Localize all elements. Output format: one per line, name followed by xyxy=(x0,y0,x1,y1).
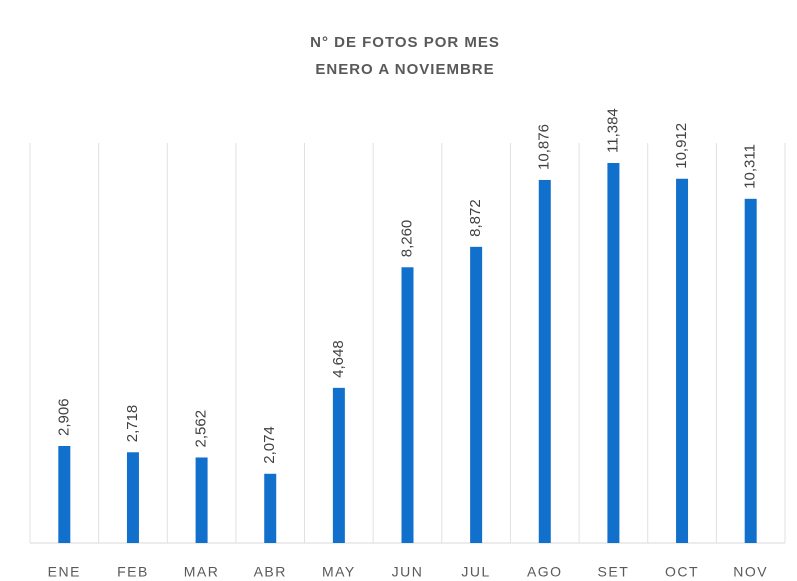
data-label: 11,384 xyxy=(604,108,621,153)
x-tick-label: AGO xyxy=(527,564,563,580)
data-label: 2,718 xyxy=(124,405,141,443)
bar xyxy=(607,163,620,543)
data-label: 10,912 xyxy=(673,123,690,169)
data-label: 2,562 xyxy=(193,410,210,448)
x-tick-label: MAR xyxy=(184,564,220,580)
data-label: 4,648 xyxy=(330,340,347,378)
data-label: 8,872 xyxy=(467,199,484,237)
chart-title: N° DE FOTOS POR MES xyxy=(310,34,500,51)
x-tick-label: ABR xyxy=(254,564,287,580)
bar xyxy=(264,473,277,543)
chart-subtitle: ENERO A NOVIEMBRE xyxy=(315,61,494,78)
x-tick-label: JUN xyxy=(392,564,424,580)
x-tick-label: NOV xyxy=(733,564,768,580)
x-tick-label: JUL xyxy=(461,564,490,580)
x-tick-label: OCT xyxy=(665,564,699,580)
bar xyxy=(744,198,757,543)
data-label: 2,906 xyxy=(55,398,72,436)
data-label: 2,074 xyxy=(261,426,278,464)
bar xyxy=(470,246,483,543)
bar xyxy=(332,387,345,543)
bar xyxy=(58,445,71,543)
data-label: 10,876 xyxy=(536,124,553,170)
x-tick-label: MAY xyxy=(322,564,356,580)
bar xyxy=(538,179,551,543)
x-tick-label: ENE xyxy=(48,564,81,580)
bar xyxy=(126,452,139,543)
data-label: 8,260 xyxy=(398,220,415,258)
x-tick-label: FEB xyxy=(117,564,149,580)
bar xyxy=(401,267,414,543)
bar xyxy=(676,178,689,544)
data-label: 10,311 xyxy=(742,144,759,189)
x-tick-label: SET xyxy=(598,564,630,580)
bar xyxy=(195,457,208,543)
